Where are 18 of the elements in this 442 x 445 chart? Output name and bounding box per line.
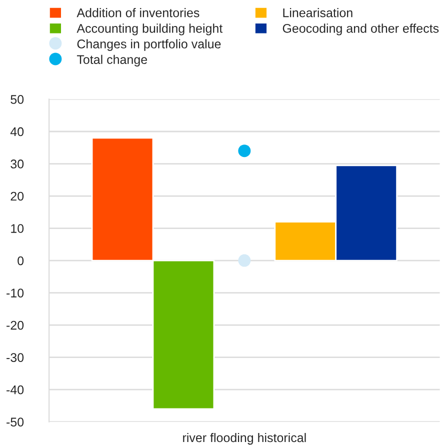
y-tick-label: -50 [6,418,24,427]
x-tick-label: river flooding historical [183,432,306,445]
legend-label: Accounting building height [76,24,223,36]
legend-label: Linearisation [283,8,352,18]
y-tick-label: -20 [6,320,24,330]
legend-label: Addition of inventories [76,8,200,18]
legend-label: Changes in portfolio value [77,39,221,51]
legend-label: Total change [76,54,148,66]
y-tick-label: -40 [6,385,24,394]
y-tick-label: 40 [10,127,24,136]
y-tick-label: -10 [6,288,24,298]
y-tick-label: 20 [10,192,24,201]
y-tick-label: 0 [18,256,24,266]
y-tick-label: 30 [10,160,24,168]
y-tick-label: 50 [10,95,24,104]
y-tick-label: 10 [11,224,24,233]
y-tick-label: -30 [6,353,24,362]
legend-label: Geocoding and other effects [282,24,439,36]
